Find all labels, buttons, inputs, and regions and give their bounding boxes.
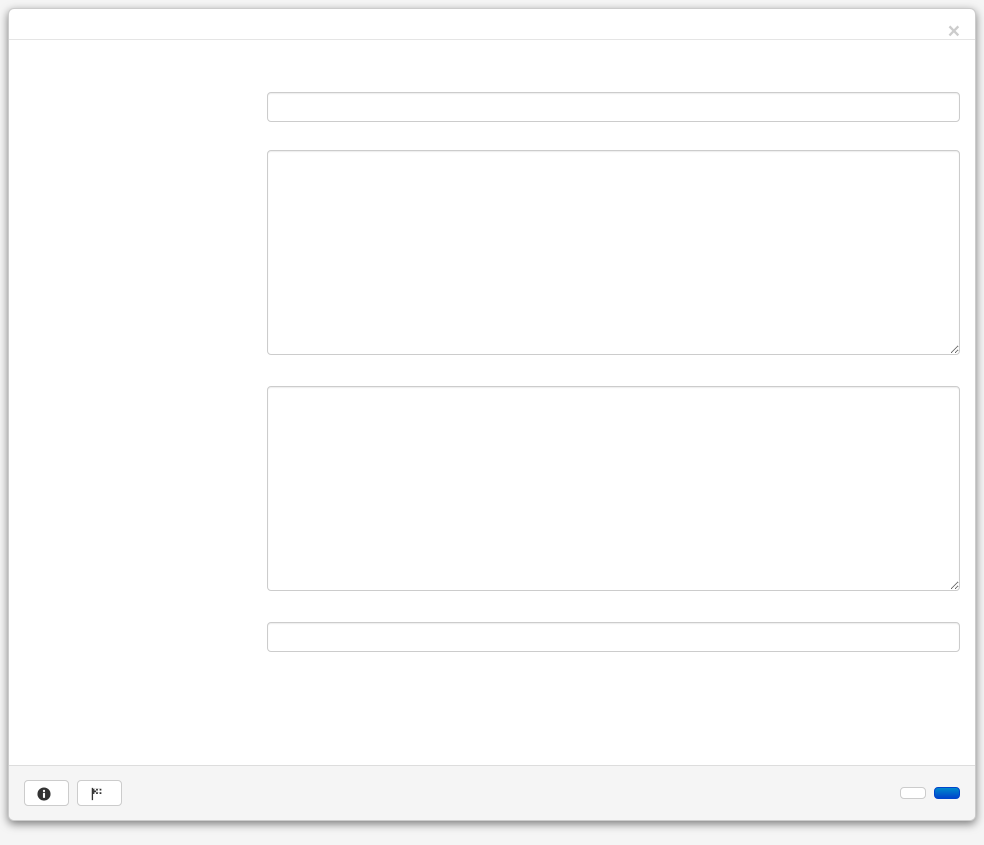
settings-content — [242, 55, 960, 750]
close-button[interactable] — [900, 787, 926, 799]
modal-header: × — [9, 9, 975, 40]
footer-right — [900, 787, 960, 799]
gcode-after-textarea[interactable] — [267, 386, 960, 591]
content-heading — [267, 55, 960, 78]
sysinfo-button[interactable] — [77, 780, 122, 806]
settings-sidebar[interactable] — [24, 55, 242, 750]
modal-footer — [9, 765, 975, 820]
footer-left — [24, 780, 122, 806]
info-icon — [37, 786, 51, 800]
sys-after-input[interactable] — [267, 622, 960, 652]
close-icon[interactable]: × — [948, 21, 960, 42]
sys-before-input[interactable] — [267, 92, 960, 122]
gcode-before-textarea[interactable] — [267, 150, 960, 355]
settings-modal: × — [8, 8, 976, 821]
modal-body — [9, 40, 975, 765]
flag-icon — [90, 786, 104, 800]
save-button[interactable] — [934, 787, 960, 799]
about-button[interactable] — [24, 780, 69, 806]
